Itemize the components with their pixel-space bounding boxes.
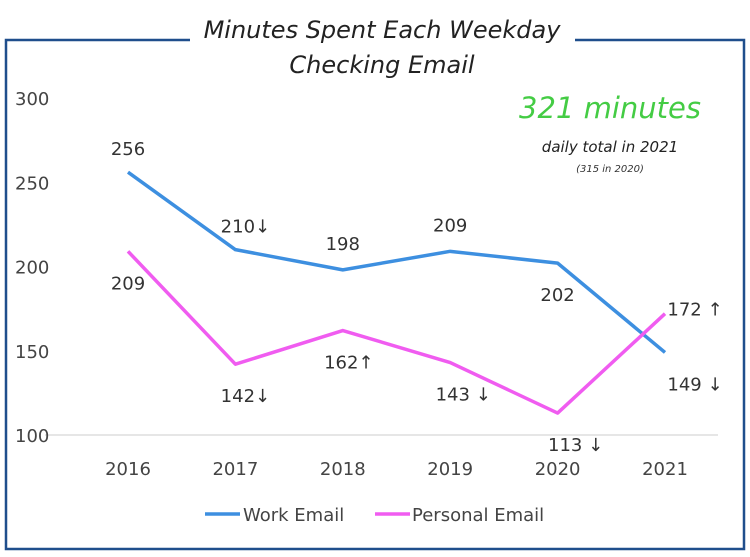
annotation-note: (315 in 2020) — [576, 164, 644, 175]
chart-title-line-2: Checking Email — [289, 51, 474, 79]
data-label: 142↓ — [221, 386, 270, 407]
y-tick-label: 150 — [15, 342, 49, 363]
data-label: 149 ↓ — [667, 374, 722, 395]
data-label: 256 — [111, 139, 145, 160]
data-label: 198 — [326, 234, 360, 255]
y-tick-label: 100 — [15, 426, 49, 447]
chart-title-line-1: Minutes Spent Each Weekday — [204, 16, 562, 44]
x-tick-label: 2020 — [535, 459, 581, 480]
annotation-subline: daily total in 2021 — [542, 138, 678, 156]
data-label: 209 — [433, 215, 467, 236]
legend-label: Personal Email — [412, 505, 544, 526]
annotation-headline: 321 minutes — [519, 91, 701, 125]
data-label: 143 ↓ — [436, 385, 491, 406]
x-tick-label: 2016 — [105, 459, 151, 480]
data-label: 202 — [540, 285, 574, 306]
x-tick-label: 2021 — [642, 459, 688, 480]
series-line-work — [126, 170, 667, 354]
legend-label: Work Email — [243, 505, 344, 526]
y-tick-label: 250 — [15, 173, 49, 194]
data-label: 210↓ — [221, 217, 270, 238]
frame-border — [4, 38, 746, 551]
x-tick-label: 2019 — [427, 459, 473, 480]
x-tick-label: 2017 — [212, 459, 258, 480]
y-tick-label: 200 — [15, 258, 49, 279]
y-tick-label: 300 — [15, 89, 49, 110]
data-label: 113 ↓ — [548, 435, 603, 456]
series-line-personal — [126, 250, 667, 415]
data-label: 209 — [111, 273, 145, 294]
data-label: 162↑ — [324, 353, 373, 374]
data-label: 172 ↑ — [667, 300, 722, 321]
x-tick-label: 2018 — [320, 459, 366, 480]
chart-frame — [4, 38, 746, 551]
